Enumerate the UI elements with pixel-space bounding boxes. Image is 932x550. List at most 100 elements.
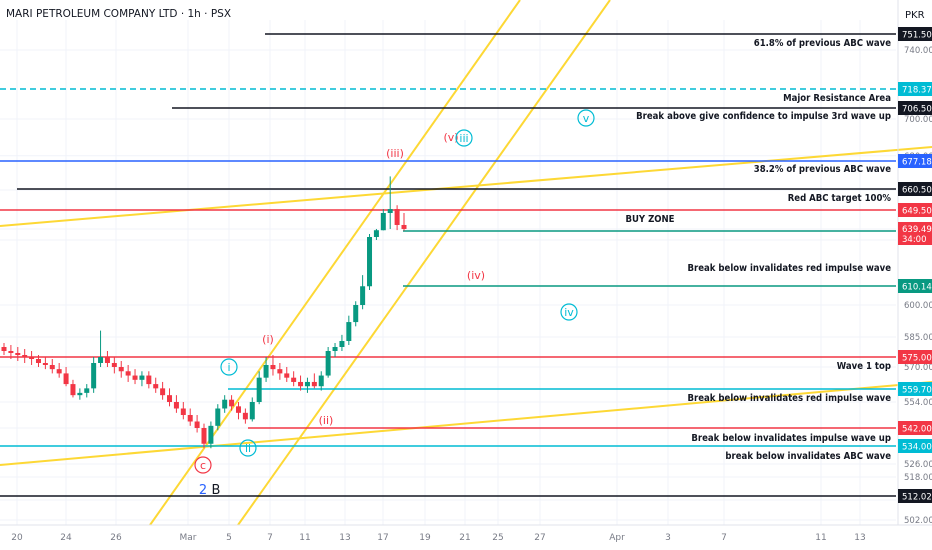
wave-label: iv — [564, 306, 574, 319]
time-tick-label: 11 — [815, 533, 826, 543]
time-tick-label: 21 — [459, 533, 470, 543]
candle-body — [298, 381, 304, 387]
time-tick-label: 13 — [854, 533, 865, 543]
level-annotation: Red ABC target 100% — [788, 193, 892, 204]
candle-body — [215, 408, 221, 426]
candle-body — [84, 388, 90, 393]
candle-body — [180, 408, 186, 415]
wave-label: v — [583, 112, 590, 125]
price-tick-label: 700.00 — [904, 115, 932, 125]
chart-title: MARI PETROLEUM COMPANY LTD · 1h · PSX — [6, 8, 232, 20]
candle-body — [353, 305, 359, 323]
price-axis[interactable]: 502.00510.00518.00526.00534.00542.00554.… — [897, 0, 932, 526]
candle-body — [104, 357, 110, 363]
level-annotation: break below invalidates ABC wave — [725, 451, 891, 462]
level-annotation: 61.8% of previous ABC wave — [754, 38, 891, 49]
candle-body — [242, 412, 248, 420]
price-tick-label: 518.00 — [904, 473, 932, 483]
candle-body — [173, 402, 179, 409]
candle-body — [29, 357, 35, 359]
time-tick-label: 19 — [419, 533, 431, 543]
candle-body — [91, 363, 97, 389]
price-level-badge — [898, 350, 932, 364]
price-level-badge-label: 542.00 — [902, 425, 932, 435]
price-level-badge — [898, 279, 932, 293]
candle-body — [263, 365, 269, 378]
price-level-badge-label: 660.50 — [902, 186, 932, 196]
candle-body — [187, 415, 193, 422]
wave-label-circle — [220, 358, 238, 376]
currency-label: PKR — [905, 10, 925, 21]
candle-body — [360, 286, 366, 305]
time-tick-label: Mar — [180, 533, 197, 543]
trend-lines — [0, 0, 932, 526]
price-level-badge — [898, 382, 932, 396]
price-tick-label: 502.00 — [904, 516, 932, 526]
candle-body — [277, 369, 283, 374]
candle-body — [304, 381, 310, 387]
wave-label-circle — [194, 456, 212, 474]
price-level-badge-label: 559.70 — [902, 386, 932, 396]
time-tick-label: 7 — [267, 533, 273, 543]
level-annotations: 61.8% of previous ABC wave Major Resistan… — [625, 38, 891, 462]
candle-body — [325, 351, 331, 376]
wave-label: (iii) — [386, 147, 404, 160]
price-tick-label: 570.00 — [904, 363, 932, 373]
candle-body — [70, 384, 76, 396]
wave-label: (i) — [262, 333, 274, 346]
candle-body — [125, 371, 131, 376]
candle-body — [1, 347, 7, 351]
candle-body — [8, 351, 14, 353]
candle-body — [380, 212, 386, 231]
candle-body — [63, 373, 69, 385]
level-annotation: Break below invalidates red impulse wave — [687, 263, 891, 274]
candle-body — [118, 367, 124, 372]
price-level-badge-label: 534.00 — [902, 443, 932, 453]
candle-body — [153, 384, 159, 389]
price-tick-label: 585.00 — [904, 333, 932, 343]
time-tick-label: 13 — [339, 533, 350, 543]
candle-body — [194, 421, 200, 428]
time-axis[interactable]: 20 24 26 Mar 5 7 11 13 17 19 21 25 27 Apr 3 7 11 13 — [0, 524, 932, 543]
time-tick-label: 5 — [226, 533, 232, 543]
wave-label-circle — [239, 439, 257, 457]
wave-label: B — [212, 483, 221, 498]
candle-body — [111, 363, 117, 367]
level-lines — [0, 33, 896, 497]
price-level-badge — [898, 489, 932, 503]
time-tick-label: 24 — [60, 533, 72, 543]
price-tick-label: 554.00 — [904, 398, 932, 408]
price-level-badge-label: 706.50 — [902, 105, 932, 115]
time-tick-label: 3 — [665, 533, 671, 543]
level-annotation: BUY ZONE — [625, 214, 674, 225]
candle-body — [139, 375, 145, 380]
candle-body — [98, 357, 104, 363]
wave-label: c — [200, 459, 206, 472]
time-tick-label: 20 — [11, 533, 23, 543]
candle-body — [311, 381, 317, 387]
level-annotation: Major Resistance Area — [783, 93, 891, 104]
level-annotation: 38.2% of previous ABC wave — [754, 164, 891, 175]
price-level-badge — [898, 27, 932, 41]
price-level-badge-label: 649.50 — [902, 207, 932, 217]
level-annotation: Break below invalidates impulse wave up — [691, 433, 891, 444]
price-level-badge-label: 751.50 — [902, 31, 932, 41]
wave-label-circle — [455, 129, 473, 147]
candle-body — [132, 375, 138, 380]
candle-body — [256, 377, 262, 402]
level-annotation: Break below invalidates red impulse wave — [687, 393, 891, 404]
last-price-label: 639.49 — [902, 225, 932, 235]
wave-label-circle — [577, 109, 595, 127]
long-support-trendline — [0, 381, 932, 466]
candle-body — [77, 392, 83, 396]
candle-body — [208, 425, 214, 444]
wave-label: 2 — [199, 483, 207, 498]
time-tick-label: 27 — [534, 533, 545, 543]
price-level-badge — [898, 154, 932, 168]
price-level-badge — [898, 82, 932, 96]
candle-body — [346, 322, 352, 341]
price-tick-label: 526.00 — [904, 460, 932, 470]
candle-body — [249, 402, 255, 420]
candle-body — [229, 399, 235, 407]
